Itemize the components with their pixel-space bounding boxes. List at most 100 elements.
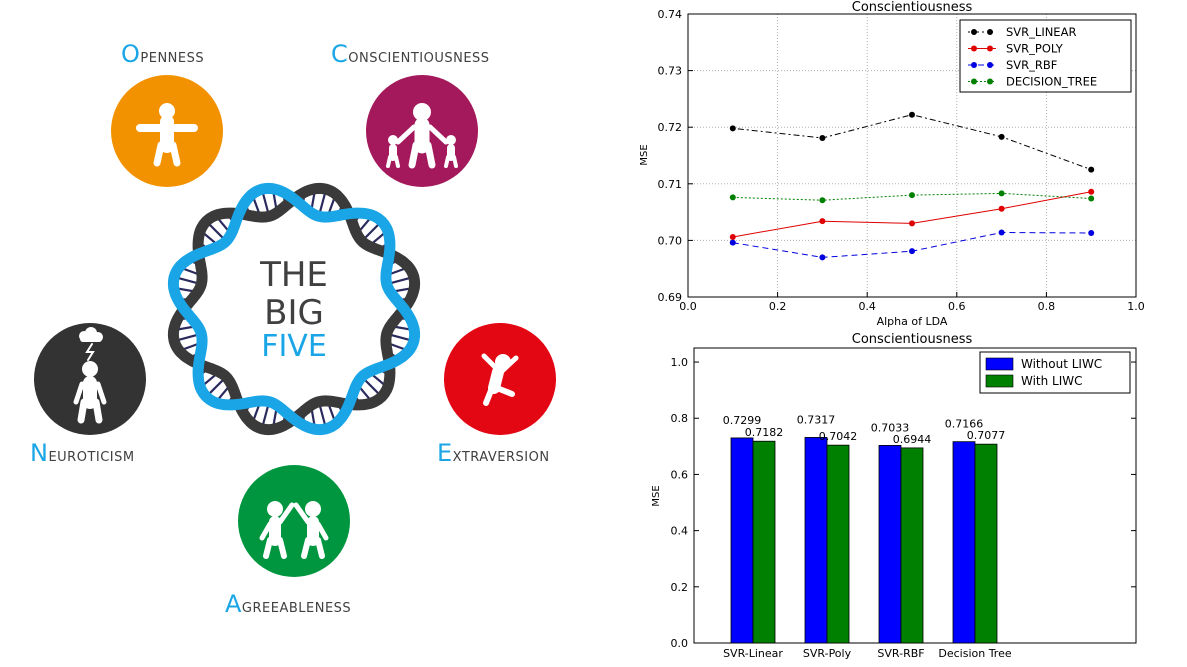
series-point-svr_linear	[729, 125, 736, 132]
bar-value-label: 0.7317	[797, 413, 836, 426]
line-chart: Conscientiousness 0.0 0.2 0.4 0.6 0.8 1.0 0.69…	[639, 0, 1145, 328]
bar-chart-ytick-label: 0.2	[671, 581, 689, 594]
extraversion-label: EXTRAVERSION	[437, 439, 550, 467]
legend-label-svr_poly: SVR_POLY	[1006, 42, 1064, 56]
line-chart-xtick-label: 0.2	[769, 300, 787, 313]
series-point-svr_linear	[1088, 166, 1095, 173]
line-chart-ytick-label: 0.72	[658, 121, 683, 134]
series-point-svr_rbf	[1088, 230, 1095, 237]
line-chart-ytick-label: 0.74	[658, 8, 683, 21]
line-chart-xtick-label: 0.4	[858, 300, 876, 313]
series-point-decision_tree	[998, 190, 1005, 197]
bar-chart-legend: Without LIWC With LIWC	[979, 351, 1131, 394]
bar-chart-ytick-label: 0.0	[671, 637, 689, 650]
line-chart-xtick-label: 0.0	[679, 300, 697, 313]
bar-value-label: 0.6944	[893, 433, 932, 446]
line-chart-frame	[687, 13, 1137, 298]
center-text-five: FIVE	[261, 329, 327, 364]
bar-chart: Conscientiousness 0.0 0.2 0.4 0.6 0.8 1.0 SVR-…	[651, 332, 1137, 660]
series-point-decision_tree	[909, 192, 915, 199]
series-point-svr_rbf	[819, 254, 826, 261]
neuroticism-label: NEUROTICISM	[30, 439, 135, 467]
dna-helix-ring	[167, 182, 421, 436]
bar-legend-label: With LIWC	[1021, 374, 1083, 388]
agreeableness-circle	[238, 465, 350, 577]
bar-value-label: 0.7077	[967, 429, 1006, 442]
series-point-svr_rbf	[998, 229, 1005, 236]
series-point-svr_poly	[909, 220, 915, 227]
line-chart-xtick-label: 0.6	[948, 300, 966, 313]
line-chart-ytick-label: 0.71	[658, 178, 683, 191]
legend-marker	[987, 78, 993, 85]
neuroticism-label-rest: EUROTICISM	[48, 444, 135, 466]
series-point-svr_poly	[998, 205, 1005, 212]
legend-label-svr_rbf: SVR_RBF	[1006, 58, 1057, 72]
series-point-decision_tree	[729, 194, 736, 201]
bar-chart-category-label: SVR-Linear	[723, 647, 783, 660]
legend-label-decision_tree: DECISION_TREE	[1006, 75, 1097, 89]
legend-marker	[987, 62, 993, 68]
person-arms-out-icon	[136, 103, 198, 167]
bar-chart-ylabel: MSE	[651, 485, 662, 506]
openness-label-initial: O	[121, 40, 141, 68]
bar-with-liwc	[974, 443, 998, 644]
conscientiousness-label: CONSCIENTIOUSNESS	[331, 40, 490, 68]
big-five-graphic: THE BIG FIVE	[34, 75, 556, 577]
line-chart-ytick-label: 0.73	[658, 65, 683, 78]
line-chart-ytick-label: 0.70	[658, 234, 683, 247]
line-chart-xtick-label: 1.0	[1127, 300, 1145, 313]
series-point-svr_linear	[909, 111, 915, 118]
legend-label-svr_linear: SVR_LINEAR	[1006, 25, 1076, 39]
bar-chart-category-label: Decision Tree	[938, 647, 1011, 660]
bar-without-liwc	[804, 437, 828, 644]
line-chart-ylabel: MSE	[639, 144, 650, 165]
series-point-svr_poly	[1088, 188, 1095, 195]
bar-chart-category-label: SVR-RBF	[877, 647, 924, 660]
big-five-infographic: THE BIG FIVE OPENNESS CONSCIENTIOUSNESS …	[30, 40, 556, 618]
bar-legend-swatch	[985, 357, 1014, 371]
legend-marker	[971, 29, 977, 35]
series-line-svr_linear	[732, 114, 1092, 171]
bar-with-liwc	[826, 444, 850, 644]
agreeableness-label-rest: GREEABLENESS	[241, 595, 352, 617]
legend-marker	[987, 29, 993, 35]
extraversion-label-rest: XTRAVERSION	[452, 444, 550, 466]
openness-label-rest: PENNESS	[140, 45, 205, 67]
neuroticism-label-initial: N	[30, 439, 49, 467]
line-chart-xlabel: Alpha of LDA	[877, 315, 948, 328]
bar-chart-title: Conscientiousness	[852, 332, 973, 347]
bar-chart-ytick-label: 0.6	[671, 468, 689, 481]
series-line-svr_poly	[732, 191, 1092, 238]
bar-value-label: 0.7042	[819, 430, 858, 443]
line-chart-legend: SVR_LINEAR SVR_POLY SVR_RBF DECISION_TREE	[959, 19, 1132, 93]
center-text-the: THE	[259, 255, 328, 295]
legend-marker	[971, 62, 977, 68]
line-chart-xtick-label: 0.8	[1038, 300, 1056, 313]
conscientiousness-label-rest: ONSCIENTIOUSNESS	[348, 45, 490, 67]
bar-legend-label: Without LIWC	[1021, 357, 1102, 371]
series-point-svr_poly	[729, 234, 736, 241]
bar-without-liwc	[730, 437, 754, 644]
jumping-person-icon	[481, 353, 519, 406]
bar-without-liwc	[952, 441, 976, 644]
legend-marker	[971, 45, 977, 52]
openness-label: OPENNESS	[121, 40, 204, 68]
series-point-svr_poly	[819, 218, 826, 225]
bar-chart-ytick-label: 0.8	[671, 412, 689, 425]
series-point-svr_linear	[998, 133, 1005, 140]
agreeableness-label: AGREEABLENESS	[225, 590, 351, 618]
bar-value-label: 0.7182	[745, 426, 784, 439]
legend-marker	[987, 45, 993, 52]
line-chart-title: Conscientiousness	[852, 0, 973, 15]
conscientiousness-label-initial: C	[331, 40, 349, 68]
bar-chart-ytick-label: 0.4	[671, 525, 689, 538]
series-point-decision_tree	[819, 197, 826, 204]
legend-marker	[971, 78, 977, 85]
bar-with-liwc	[752, 440, 776, 644]
bar-chart-ytick-label: 1.0	[671, 356, 689, 369]
series-point-svr_rbf	[729, 239, 736, 246]
helix-strand-blue	[167, 182, 421, 436]
bar-value-label: 0.7166	[945, 418, 984, 431]
bar-legend-swatch	[985, 374, 1014, 388]
bar-value-label: 0.7299	[723, 414, 762, 427]
